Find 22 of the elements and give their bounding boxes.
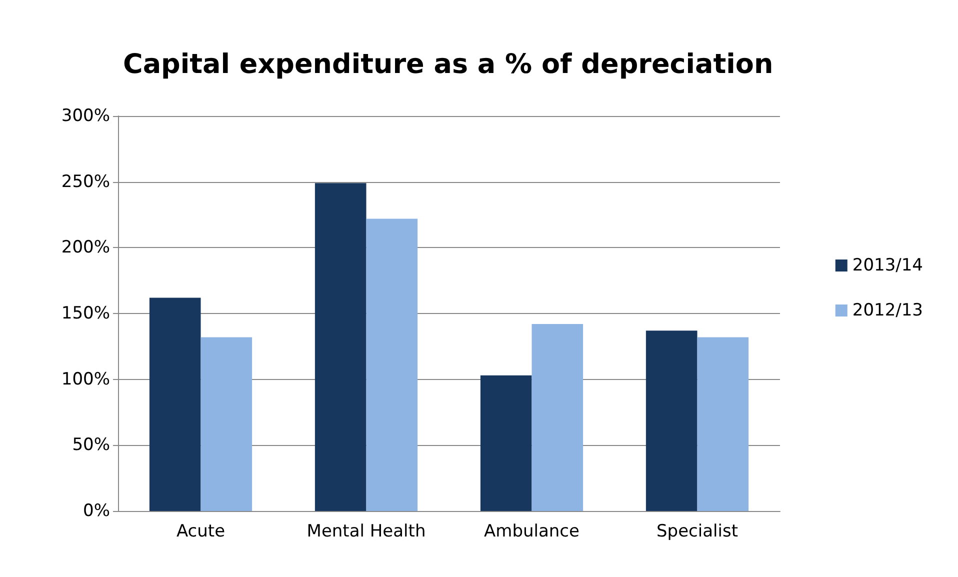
- bar: [480, 375, 532, 511]
- legend-label: 2013/14: [852, 256, 923, 276]
- x-tick-label: Ambulance: [484, 522, 580, 542]
- x-tick-label: Mental Health: [306, 522, 426, 542]
- bar: [532, 324, 584, 511]
- x-tick-label: Acute: [176, 522, 226, 542]
- x-tick-label: Specialist: [656, 522, 738, 542]
- y-tick-label: 200%: [61, 238, 110, 258]
- y-tick-label: 150%: [61, 304, 110, 324]
- bar: [314, 183, 366, 511]
- y-tick-label: 0%: [83, 501, 110, 521]
- y-tick-label: 50%: [72, 435, 110, 456]
- bar: [200, 337, 252, 511]
- bar: [149, 298, 201, 511]
- y-tick-label: 300%: [61, 106, 110, 126]
- bar: [366, 218, 418, 511]
- y-tick-label: 100%: [61, 369, 110, 390]
- bar: [646, 330, 698, 511]
- bar: [697, 337, 749, 511]
- y-tick-label: 250%: [61, 172, 110, 192]
- legend-label: 2012/13: [852, 300, 923, 320]
- chart-title: Capital expenditure as a % of depreciation: [123, 49, 774, 80]
